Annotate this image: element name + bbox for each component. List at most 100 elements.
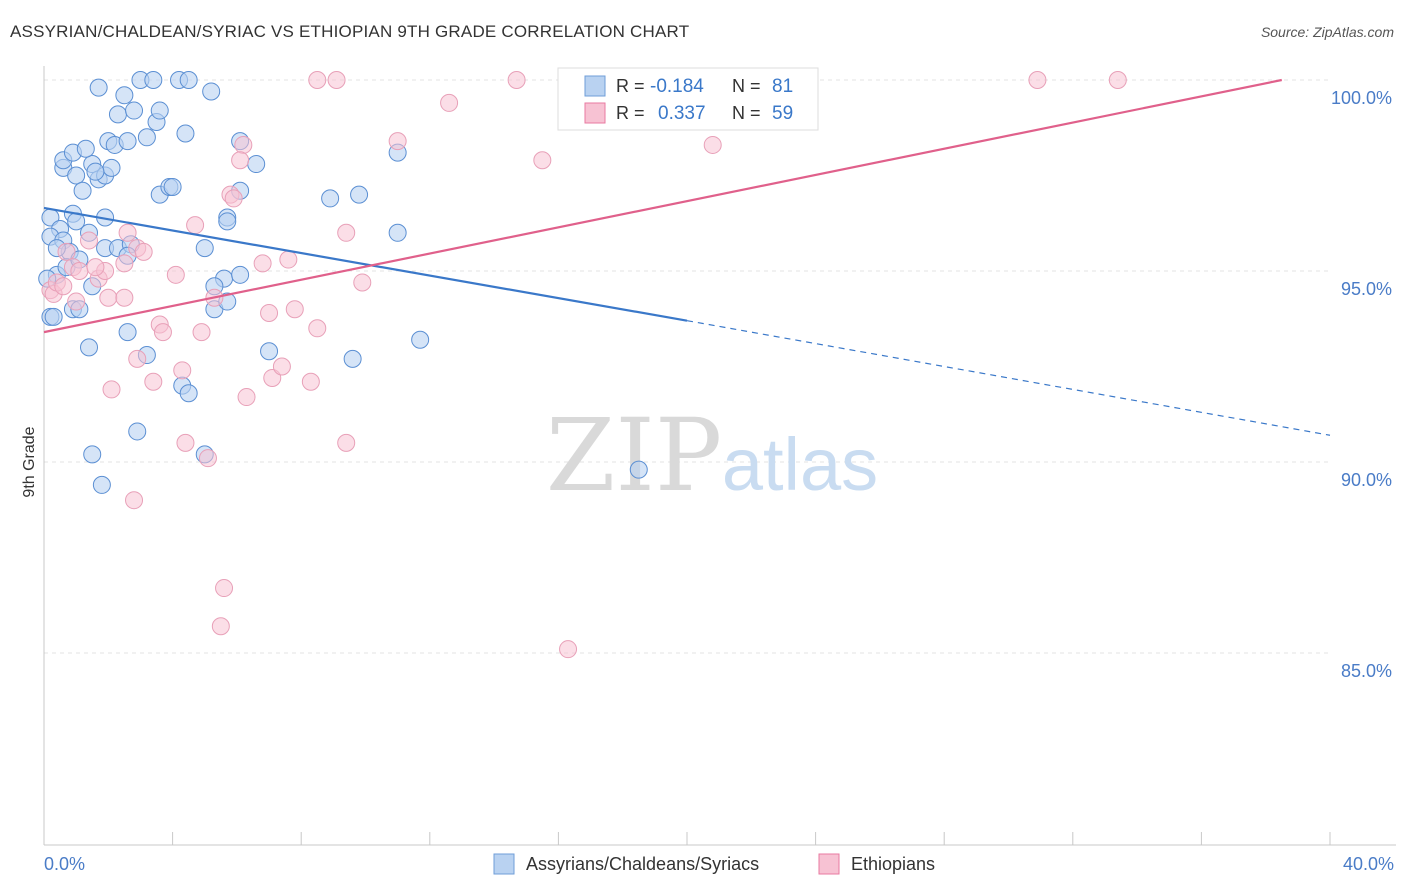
- data-point-ethiopians: [125, 491, 144, 510]
- watermark-zip: ZIP: [546, 397, 722, 514]
- data-point-assyrians: [108, 105, 127, 124]
- legend-n-label-blue: N =: [732, 76, 761, 96]
- data-point-assyrians: [118, 323, 137, 342]
- data-point-ethiopians: [54, 277, 73, 296]
- axes: [43, 66, 1396, 846]
- data-point-ethiopians: [253, 254, 272, 273]
- data-point-assyrians: [73, 181, 92, 200]
- data-point-ethiopians: [308, 71, 327, 89]
- data-point-ethiopians: [353, 273, 372, 292]
- data-point-assyrians: [231, 265, 250, 284]
- trendlines: [43, 78, 1331, 436]
- legend-r-label-blue: R =: [616, 76, 645, 96]
- data-point-ethiopians: [559, 640, 578, 659]
- data-point-ethiopians: [176, 433, 195, 452]
- data-point-assyrians: [176, 124, 195, 143]
- data-point-ethiopians: [272, 357, 291, 376]
- y-tick-label: 100.0%: [1331, 88, 1392, 108]
- data-point-assyrians: [128, 422, 147, 441]
- data-point-assyrians: [247, 155, 266, 174]
- trendline-assyrians: [43, 206, 688, 322]
- data-point-assyrians: [150, 101, 169, 120]
- data-point-ethiopians: [153, 323, 172, 342]
- data-point-ethiopians: [173, 361, 192, 380]
- chart-source: Source: ZipAtlas.com: [1260, 24, 1394, 40]
- data-point-ethiopians: [115, 288, 134, 307]
- data-point-ethiopians: [128, 349, 147, 368]
- data-point-ethiopians: [388, 132, 407, 151]
- legend-r-value-pink: 0.337: [658, 103, 706, 124]
- data-point-assyrians: [321, 189, 340, 208]
- legend-bottom-swatch-ethiopians: [818, 853, 840, 875]
- data-point-ethiopians: [440, 93, 459, 112]
- data-point-ethiopians: [166, 265, 185, 284]
- trendline-ethiopians: [43, 78, 1282, 334]
- data-point-ethiopians: [67, 292, 86, 311]
- data-point-assyrians: [89, 78, 108, 97]
- data-point-assyrians: [80, 338, 99, 357]
- data-point-ethiopians: [215, 579, 234, 598]
- chart-title: ASSYRIAN/CHALDEAN/SYRIAC VS ETHIOPIAN 9T…: [10, 22, 690, 41]
- data-point-ethiopians: [70, 262, 89, 280]
- data-point-ethiopians: [57, 242, 76, 261]
- data-point-assyrians: [118, 132, 137, 151]
- data-point-ethiopians: [260, 304, 279, 323]
- data-point-ethiopians: [337, 433, 356, 452]
- trendline-assyrians-extension: [686, 320, 1331, 436]
- legend-bottom: Assyrians/Chaldeans/Syriacs Ethiopians: [493, 853, 935, 875]
- y-tick-label: 90.0%: [1341, 470, 1392, 490]
- data-point-ethiopians: [234, 135, 253, 154]
- data-point-ethiopians: [186, 216, 205, 235]
- data-point-ethiopians: [99, 288, 118, 307]
- data-point-assyrians: [115, 86, 134, 105]
- x-tick-label: 0.0%: [44, 854, 85, 874]
- data-point-assyrians: [92, 475, 111, 494]
- data-point-ethiopians: [86, 258, 105, 277]
- y-tick-label: 95.0%: [1341, 279, 1392, 299]
- data-point-assyrians: [102, 158, 121, 177]
- data-point-assyrians: [86, 162, 105, 181]
- legend-r-value-blue: -0.184: [650, 76, 704, 97]
- data-point-ethiopians: [102, 380, 121, 399]
- y-tick-labels: 85.0% 90.0% 95.0% 100.0%: [1331, 88, 1392, 681]
- data-point-ethiopians: [80, 231, 99, 250]
- data-point-assyrians: [67, 166, 86, 185]
- data-point-assyrians: [76, 139, 95, 158]
- legend-bottom-label-assyrians: Assyrians/Chaldeans/Syriacs: [526, 854, 759, 874]
- data-point-assyrians: [218, 212, 237, 231]
- data-point-ethiopians: [263, 368, 282, 387]
- data-point-assyrians: [144, 71, 163, 89]
- legend-top-swatch-pink: [584, 102, 606, 124]
- watermark: ZIP atlas: [546, 397, 878, 514]
- legend-bottom-swatch-assyrians: [493, 853, 515, 875]
- data-point-ethiopians: [211, 617, 230, 636]
- data-point-assyrians: [411, 330, 430, 349]
- data-point-ethiopians: [308, 319, 327, 338]
- data-point-assyrians: [179, 384, 198, 403]
- data-point-ethiopians: [533, 151, 552, 170]
- legend-n-value-pink: 59: [772, 103, 793, 124]
- x-tick-label: 40.0%: [1343, 854, 1394, 874]
- data-point-assyrians: [343, 349, 362, 368]
- y-axis-label: 9th Grade: [21, 426, 38, 497]
- data-point-ethiopians: [327, 71, 346, 89]
- data-point-ethiopians: [507, 71, 526, 89]
- data-point-assyrians: [629, 460, 648, 479]
- legend-bottom-label-ethiopians: Ethiopians: [851, 854, 935, 874]
- data-point-ethiopians: [279, 250, 298, 269]
- legend-top-swatch-blue: [584, 75, 606, 97]
- x-tick-labels: 0.0% 40.0%: [44, 854, 1394, 874]
- data-point-ethiopians: [144, 372, 163, 391]
- legend-top: R = -0.184 N = 81 R = 0.337 N = 59: [557, 67, 819, 131]
- data-point-ethiopians: [285, 300, 304, 319]
- data-point-ethiopians: [192, 323, 211, 342]
- legend-n-value-blue: 81: [772, 76, 793, 97]
- data-point-assyrians: [83, 445, 102, 464]
- data-point-assyrians: [202, 82, 221, 101]
- legend-n-label-pink: N =: [732, 103, 761, 123]
- data-point-ethiopians: [115, 254, 134, 273]
- watermark-atlas: atlas: [722, 423, 878, 506]
- data-point-ethiopians: [198, 449, 217, 468]
- data-point-ethiopians: [237, 388, 256, 407]
- data-point-ethiopians: [1028, 71, 1047, 89]
